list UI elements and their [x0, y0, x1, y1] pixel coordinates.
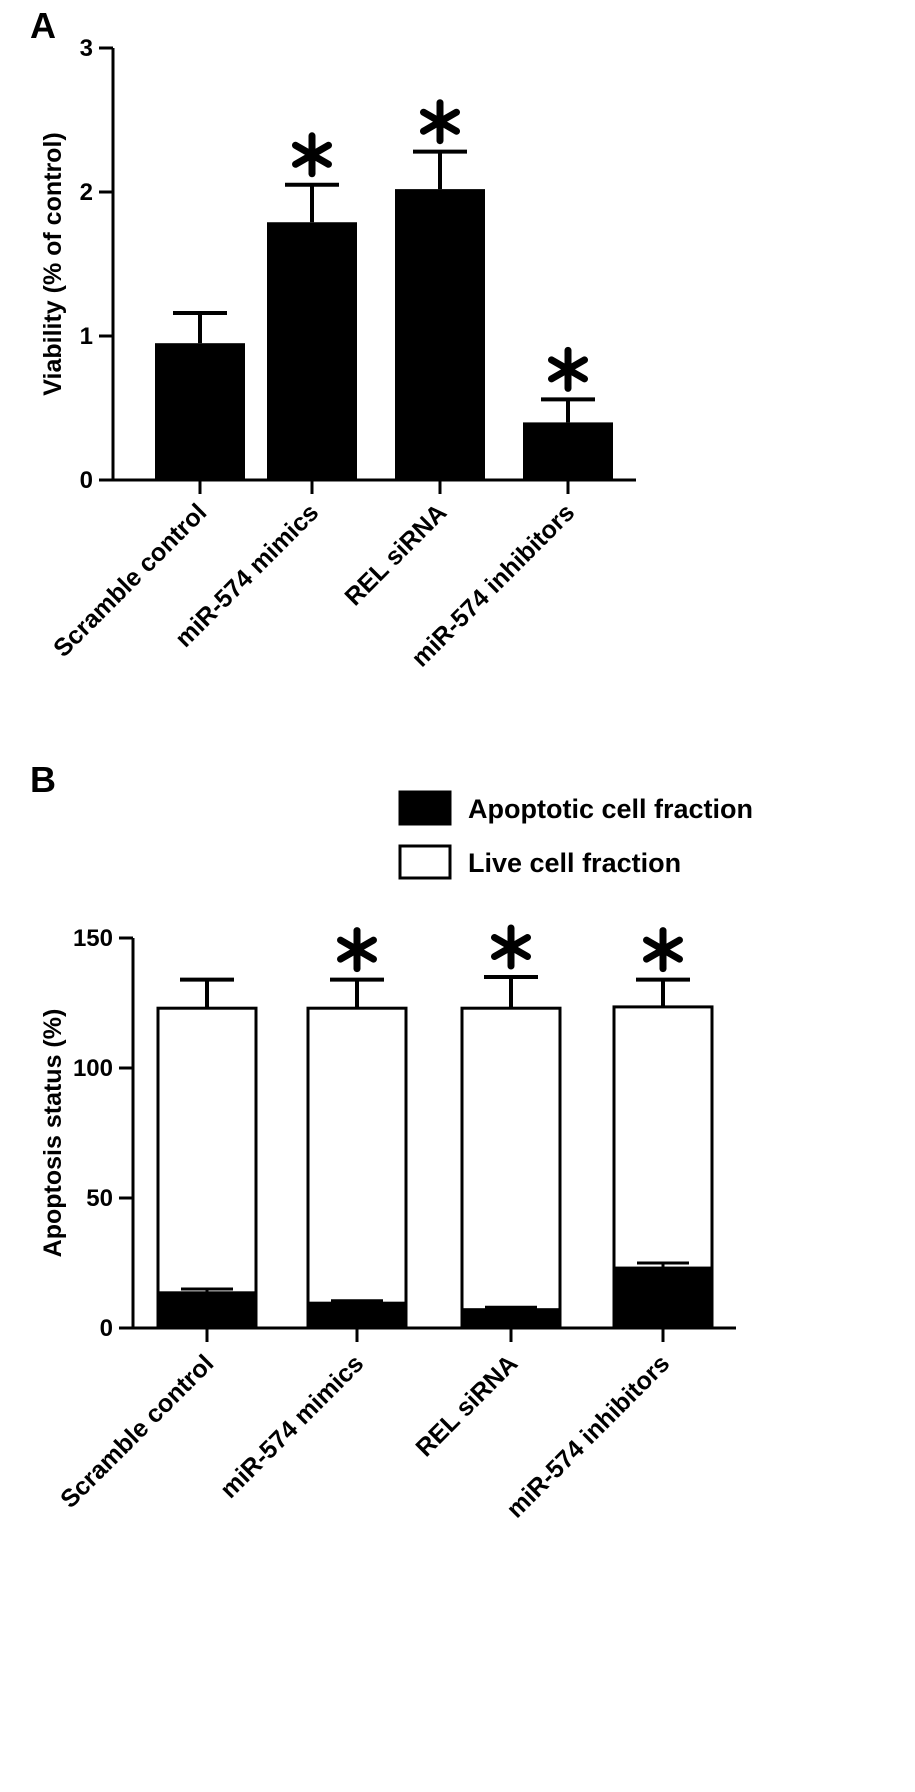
- panel-a-significance-star-arm: [308, 141, 332, 159]
- panel-b-letter: B: [30, 759, 56, 800]
- panel-a-y-axis-title: Viability (% of control): [39, 132, 67, 395]
- panel-b-category-label: miR-574 mimics: [215, 1349, 369, 1503]
- panel-b-bar-apoptotic: [306, 1301, 408, 1330]
- panel-a-significance-star-arm: [436, 108, 460, 126]
- panel-b-legend-swatch: [398, 790, 452, 826]
- panel-b-legend-label: Apoptotic cell fraction: [468, 794, 753, 824]
- panel-b-significance-star-arm: [353, 936, 377, 954]
- panel-b-y-tick-label: 50: [86, 1185, 113, 1212]
- panel-b-legend: Apoptotic cell fraction Live cell fractio…: [398, 790, 753, 880]
- panel-a-significance-star: [420, 99, 460, 145]
- panel-b-bar-live: [306, 1006, 408, 1305]
- panel-a-letter: A: [30, 5, 56, 46]
- panel-b-bar-live: [612, 1005, 714, 1270]
- panel-a-bar: [523, 422, 613, 480]
- panel-b-bar-live: [460, 1006, 562, 1312]
- panel-b-y-tick-label: 100: [73, 1055, 113, 1082]
- panel-b-legend-swatch: [398, 844, 452, 880]
- panel-b-significance-star: [337, 927, 377, 973]
- panel-b-bar-apoptotic: [612, 1266, 714, 1330]
- panel-b-significance-star: [491, 924, 531, 970]
- panel-a-y-tick-label: 0: [80, 467, 93, 494]
- panel-b-legend-label: Live cell fraction: [468, 848, 681, 878]
- panel-b-y-tick-label: 0: [100, 1315, 113, 1342]
- panel-b-category-label: miR-574 inhibitors: [501, 1349, 675, 1523]
- panel-b-significance-star-arm: [507, 934, 531, 951]
- panel-b-bar-apoptotic: [156, 1291, 258, 1330]
- panel-b-bar-apoptotic: [460, 1308, 562, 1330]
- panel-b-y-axis-title: Apoptosis status (%): [39, 1009, 67, 1258]
- panel-a-y-tick-label: 1: [80, 323, 93, 350]
- panel-a-y-tick-label: 2: [80, 179, 93, 206]
- panel-a-y-tick-label: 3: [80, 35, 93, 62]
- panel-b-y-tick-label: 150: [73, 925, 113, 952]
- panel-a-category-label: REL siRNA: [339, 498, 452, 611]
- panel-b-significance-star-arm: [659, 936, 683, 954]
- panel-a-significance-star: [548, 346, 588, 392]
- panel-b-bar-live: [156, 1006, 258, 1295]
- panel-b-category-label: REL siRNA: [410, 1349, 523, 1462]
- panel-a-bar: [267, 222, 357, 481]
- panel-a-bar: [395, 189, 485, 480]
- panel-a-significance-star: [292, 132, 332, 178]
- panel-b-significance-star: [643, 927, 683, 973]
- panel-a-bar: [155, 343, 245, 480]
- panel-b-category-label: Scramble control: [55, 1349, 219, 1513]
- panel-a-significance-star-arm: [564, 356, 588, 373]
